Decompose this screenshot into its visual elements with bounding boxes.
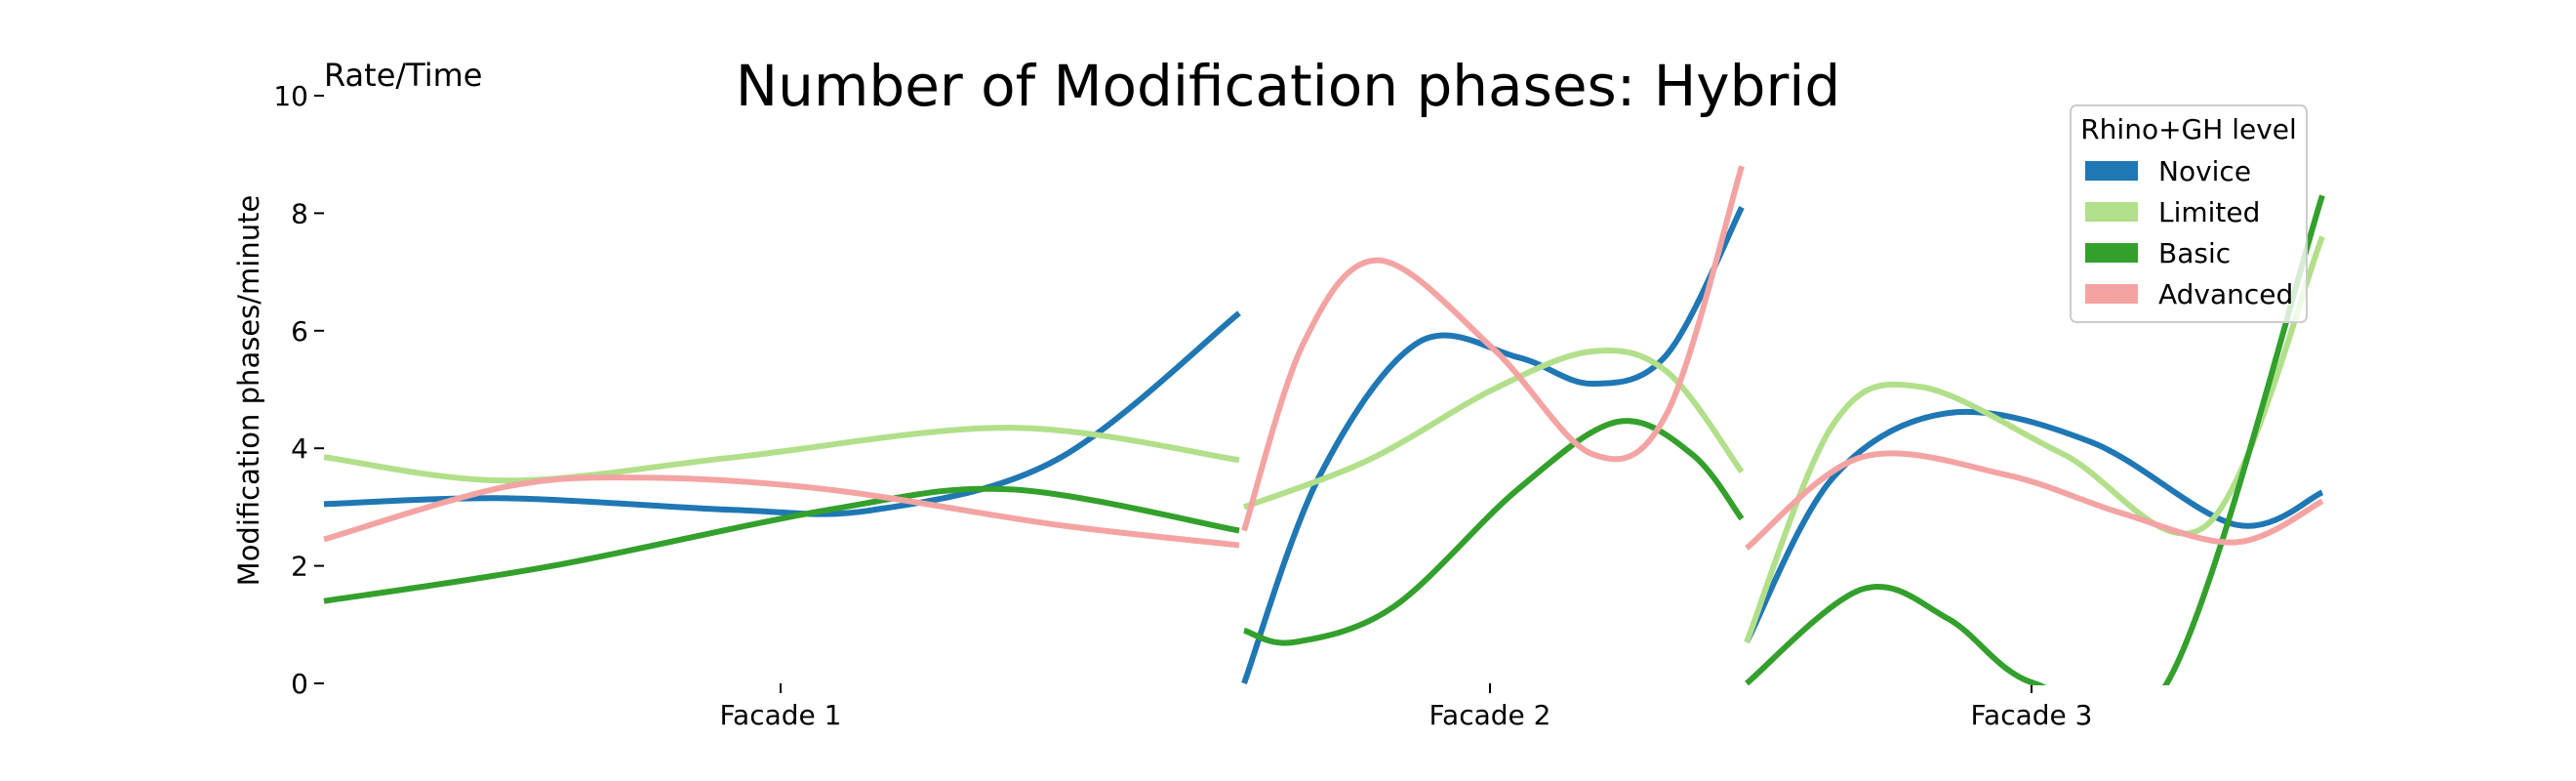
series-line-basic-segment-3 — [1745, 194, 2325, 685]
y-tick-label: 6 — [291, 315, 308, 348]
series-line-novice-segment-2 — [1241, 206, 1745, 685]
y-tick-label: 2 — [291, 551, 308, 583]
legend-swatch-basic — [2085, 243, 2138, 263]
x-axis: Facade 1 Facade 2 Facade 3 — [720, 683, 2093, 731]
y-tick-label: 10 — [273, 80, 308, 112]
series-line-novice-segment-3 — [1744, 408, 2324, 644]
legend-label-novice: Novice — [2158, 155, 2251, 187]
plot-area — [323, 165, 2325, 685]
legend-items: Novice Limited Basic Advanced — [2085, 155, 2293, 310]
series-basic — [323, 194, 2325, 685]
legend: Rhino+GH level Novice Limited Basic Advance… — [2070, 104, 2308, 323]
y-tick-label: 0 — [291, 668, 308, 700]
series-line-limited-segment-2 — [1242, 347, 1745, 511]
series-line-limited-segment-1 — [323, 425, 1240, 484]
x-tick-label: Facade 1 — [720, 699, 842, 731]
series-line-advanced-segment-2 — [1241, 165, 1745, 532]
y-tick-label: 4 — [291, 432, 308, 465]
series-limited — [323, 235, 2325, 644]
legend-swatch-limited — [2085, 202, 2138, 222]
series-line-advanced-segment-3 — [1745, 450, 2324, 551]
series-novice — [323, 206, 2324, 685]
legend-label-basic: Basic — [2158, 237, 2231, 269]
series-line-basic-segment-2 — [1243, 418, 1745, 646]
y-axis-label: Modification phases/minute — [232, 195, 265, 587]
legend-frame — [2070, 104, 2308, 323]
series-line-advanced-segment-1 — [323, 474, 1240, 549]
legend-swatch-novice — [2085, 161, 2138, 181]
x-tick-label: Facade 3 — [1971, 699, 2093, 731]
legend-swatch-advanced — [2085, 284, 2138, 304]
legend-title: Rhino+GH level — [2080, 113, 2297, 145]
x-tick-label: Facade 2 — [1429, 699, 1551, 731]
y-axis: 0 2 4 6 8 10 — [273, 80, 324, 700]
corner-label: Rate/Time — [324, 57, 482, 94]
legend-label-limited: Limited — [2158, 196, 2260, 228]
legend-label-advanced: Advanced — [2158, 278, 2293, 310]
series-line-basic-segment-1 — [323, 485, 1240, 604]
chart-title: Number of Modification phases: Hybrid — [736, 53, 1840, 119]
series-advanced — [323, 165, 2324, 551]
y-tick-label: 8 — [291, 197, 308, 229]
